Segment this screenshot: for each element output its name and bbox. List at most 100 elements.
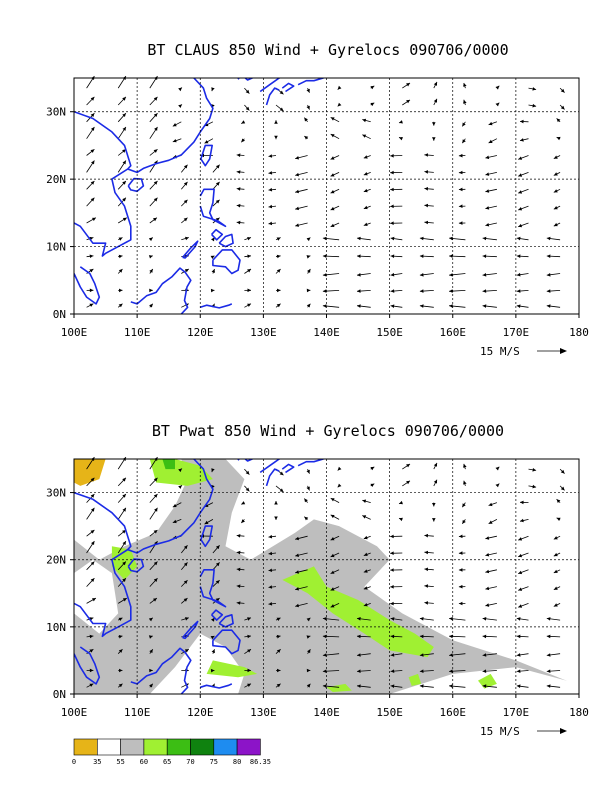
wind-vector [556, 118, 561, 123]
wind-vector [149, 597, 158, 604]
wind-vector [398, 120, 403, 124]
wind-vector [86, 529, 95, 537]
wind-vector [356, 669, 371, 673]
chart-1-coastlines [74, 78, 325, 314]
wind-vector [117, 180, 127, 190]
pwat-contour-fill [408, 673, 422, 686]
wind-vector [546, 236, 561, 241]
wind-vector [528, 468, 537, 472]
wind-vector [244, 634, 252, 639]
colorbar-swatch [190, 738, 215, 756]
wind-vector [449, 304, 466, 308]
wind-vector [461, 502, 466, 508]
wind-vector [419, 669, 434, 673]
wind-vector [275, 634, 281, 639]
wind-vector [268, 221, 277, 226]
y-tick-label: 0N [53, 688, 66, 701]
wind-vector [181, 617, 189, 621]
wind-vector [546, 273, 561, 277]
wind-vector [449, 634, 466, 639]
wind-vector [482, 273, 497, 277]
wind-vector [363, 552, 371, 556]
wind-vector [458, 221, 466, 225]
wind-vector [172, 502, 182, 508]
colorbar-label: 35 [93, 758, 101, 766]
wind-vector [463, 99, 467, 106]
wind-vector [330, 222, 340, 228]
wind-vector [236, 153, 245, 157]
wind-vector [275, 303, 281, 308]
colorbar-swatch [120, 738, 145, 756]
wind-vector [419, 304, 434, 308]
wind-vector [495, 483, 500, 488]
wind-vector [148, 635, 153, 639]
wind-vector [390, 617, 403, 621]
colorbar-label: 60 [140, 758, 148, 766]
wind-vector [362, 134, 371, 140]
wind-vector [485, 205, 497, 210]
wind-vector [211, 649, 215, 654]
chart-1-reference-label: 15 M/S [480, 345, 520, 358]
colorbar-swatch [73, 738, 98, 756]
wind-vector [149, 217, 158, 224]
wind-vector [553, 552, 561, 557]
wind-vector [449, 653, 466, 657]
wind-vector [424, 567, 434, 572]
wind-vector [390, 272, 403, 277]
wind-vector [330, 205, 340, 211]
wind-vector [356, 684, 371, 688]
wind-vector [211, 468, 215, 473]
wind-vector [322, 254, 340, 258]
coastline [237, 78, 255, 81]
wind-vector [86, 597, 97, 604]
wind-vector [553, 569, 561, 574]
wind-vector [546, 653, 561, 657]
chart-2-title: BT Pwat 850 Wind + Gyrelocs 090706/0000 [152, 422, 504, 440]
wind-vector [356, 254, 371, 258]
wind-vector [212, 181, 220, 190]
colorbar-swatch [166, 738, 191, 756]
wind-vector [390, 684, 403, 688]
coastline [130, 267, 192, 314]
wind-vector [304, 135, 309, 140]
chart-1-reference-vector: 15 M/S [480, 345, 567, 358]
wind-vector [419, 273, 434, 277]
wind-vector [117, 648, 123, 654]
colorbar-label: 75 [210, 758, 218, 766]
wind-vector [424, 170, 434, 174]
wind-vector [180, 562, 188, 571]
chart-1-y-axis: 0N 10N 20N 30N [46, 106, 74, 321]
wind-vector [306, 255, 311, 259]
wind-vector [236, 534, 245, 538]
wind-vector [546, 634, 561, 639]
wind-vector [546, 289, 561, 293]
wind-vector [518, 172, 529, 177]
wind-vector [390, 585, 403, 589]
wind-vector [306, 617, 311, 622]
wind-vector [86, 254, 94, 258]
wind-vector [449, 669, 466, 673]
wind-vector [275, 268, 281, 274]
wind-vector [482, 254, 497, 258]
wind-vector [433, 81, 438, 89]
wind-vector [559, 485, 565, 491]
wind-vector [306, 468, 310, 474]
wind-vector [244, 288, 252, 293]
wind-vector [86, 577, 95, 587]
chart-2-reference-label: 15 M/S [480, 725, 520, 738]
wind-vector [553, 172, 561, 176]
x-tick-label: 170E [503, 706, 530, 719]
wind-vector [295, 586, 308, 591]
chart-2-coastlines [74, 459, 325, 694]
wind-vector [390, 568, 403, 572]
wind-vector [118, 237, 123, 241]
wind-vector [149, 507, 158, 520]
wind-vector [356, 304, 371, 308]
x-tick-label: 110E [124, 326, 151, 339]
wind-vector [553, 222, 561, 227]
wind-vector [178, 484, 183, 489]
wind-vector [212, 199, 220, 207]
wind-vector [322, 273, 340, 277]
coastline [127, 459, 214, 554]
wind-vector [390, 669, 403, 673]
